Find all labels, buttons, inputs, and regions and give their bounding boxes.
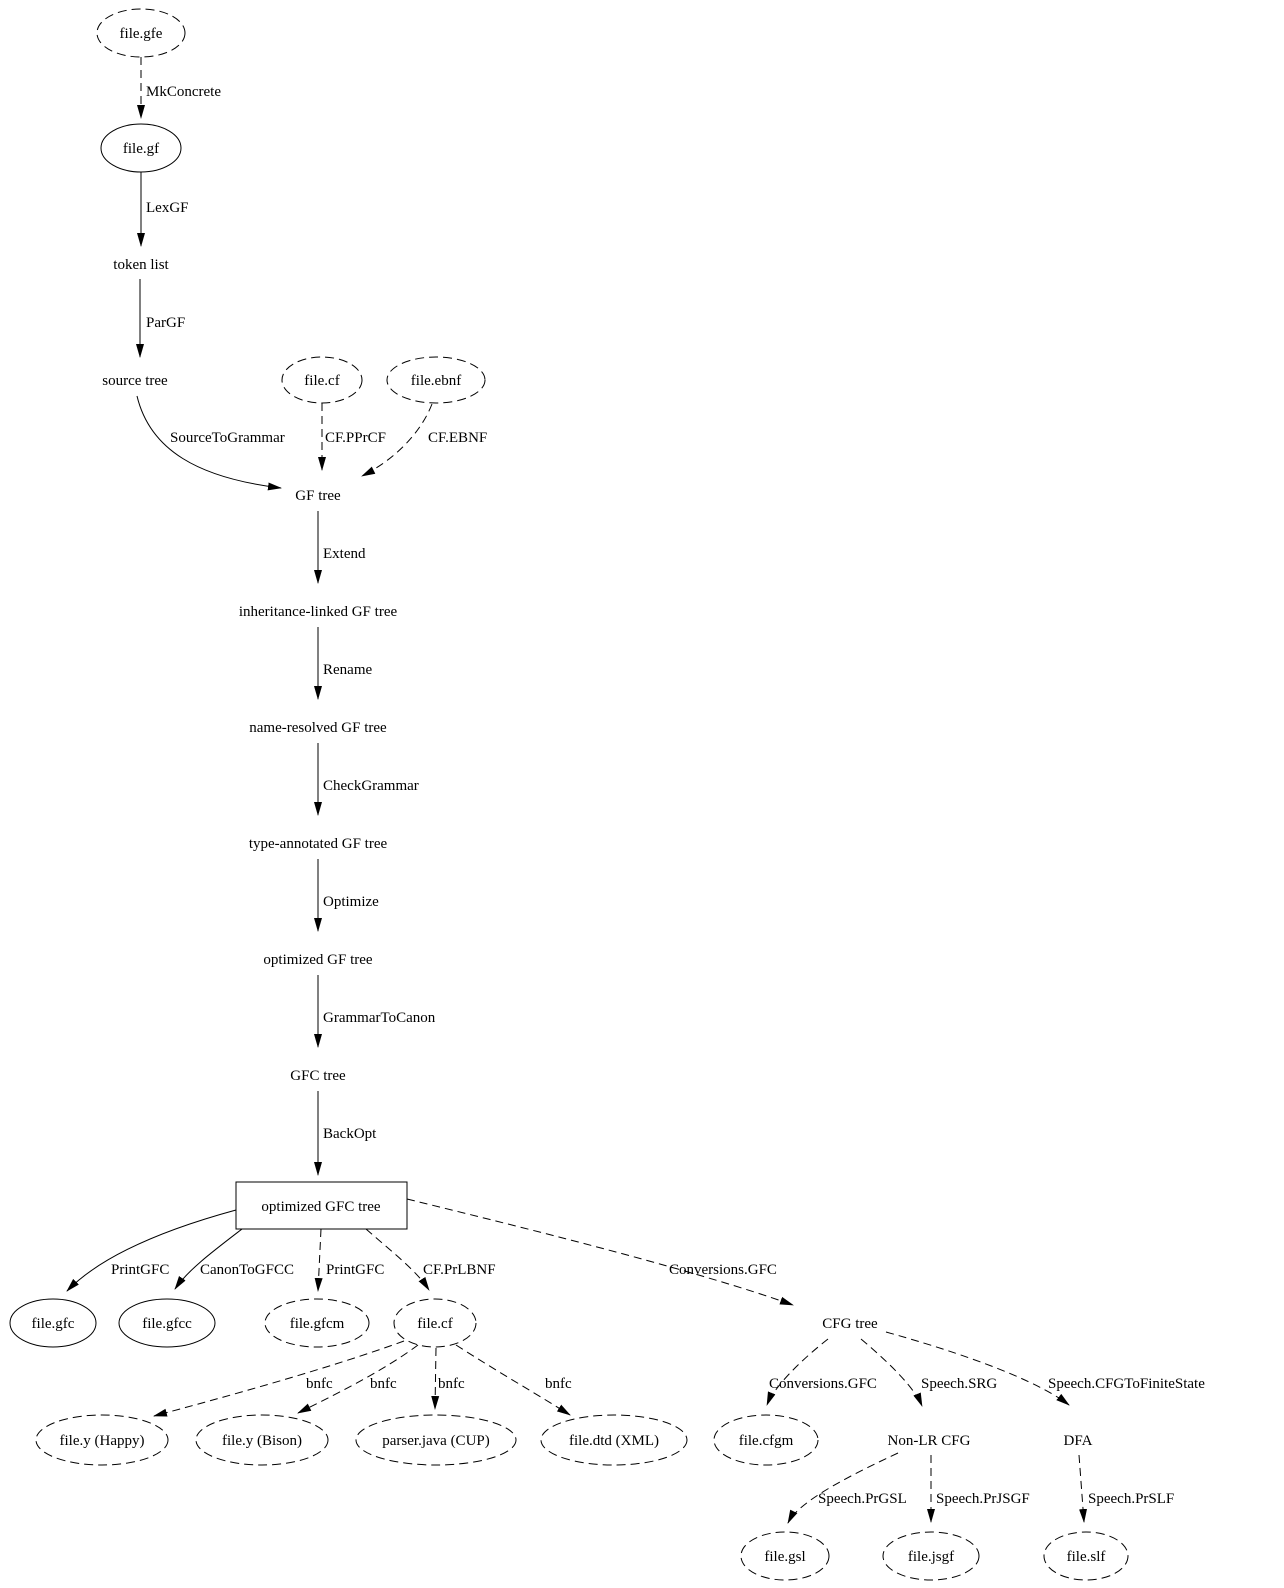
node-shape-file-gfc <box>9 1298 97 1348</box>
node-shape-file-cfgm <box>713 1414 819 1466</box>
node-label-file-gfe: file.gfe <box>120 26 163 42</box>
edge-label-canontogfcc: CanonToGFCC <box>200 1262 294 1278</box>
node-shape-file-slf <box>1043 1531 1129 1581</box>
edge-speechsrg <box>860 1338 923 1407</box>
edge-label-cfprlbnf: CF.PrLBNF <box>423 1262 496 1278</box>
node-label-gfc-tree: GFC tree <box>290 1068 346 1084</box>
node-shape-file-gf <box>100 123 182 173</box>
edge-label-bnfc-bison: bnfc <box>370 1376 397 1392</box>
node-label-file-cf-in: file.cf <box>304 373 339 389</box>
node-shape-file-ebnf <box>386 356 486 404</box>
edge-label-mkconcrete: MkConcrete <box>146 84 221 100</box>
edge-label-cfebnf: CF.EBNF <box>428 430 487 446</box>
node-label-file-gsl: file.gsl <box>764 1549 805 1565</box>
node-label-file-ebnf: file.ebnf <box>411 373 461 389</box>
edge-printgfc1 <box>66 1209 237 1292</box>
node-label-file-y-bison: file.y (Bison) <box>222 1433 302 1449</box>
node-shape-file-gfe <box>96 8 186 58</box>
edge-bnfc-happy <box>153 1340 405 1417</box>
node-labels: file.gfe file.gf token list source tree … <box>32 26 1106 1565</box>
edge-label-bnfc-cup: bnfc <box>438 1376 465 1392</box>
edge-label-speechsrg: Speech.SRG <box>921 1376 997 1392</box>
node-label-file-cf-out: file.cf <box>417 1316 452 1332</box>
node-shape-parser-java <box>355 1414 517 1466</box>
edge-label-cfpprcf: CF.PPrCF <box>325 430 386 446</box>
edge-label-speechprgsl: Speech.PrGSL <box>818 1491 907 1507</box>
node-label-file-dtd: file.dtd (XML) <box>569 1433 659 1449</box>
node-label-file-gfc: file.gfc <box>32 1316 75 1332</box>
node-shape-file-dtd <box>540 1414 688 1466</box>
node-label-opt-gf-tree: optimized GF tree <box>263 952 372 968</box>
edge-label-rename: Rename <box>323 662 372 678</box>
node-shape-opt-gfc-tree <box>235 1181 408 1230</box>
edge-label-printgfc1: PrintGFC <box>111 1262 169 1278</box>
edge-speechprgsl <box>787 1452 899 1524</box>
edge-label-sourcetogrammar: SourceToGrammar <box>170 430 285 446</box>
edge-label-bnfc-xml: bnfc <box>545 1376 572 1392</box>
node-label-file-jsgf: file.jsgf <box>908 1549 954 1565</box>
node-label-file-gf: file.gf <box>123 141 159 157</box>
edge-label-bnfc-happy: bnfc <box>306 1376 333 1392</box>
edge-sourcetogrammar <box>136 395 282 491</box>
node-label-name-gf-tree: name-resolved GF tree <box>249 720 387 736</box>
node-label-file-cfgm: file.cfgm <box>739 1433 794 1449</box>
node-label-file-slf: file.slf <box>1067 1549 1106 1565</box>
node-label-parser-java: parser.java (CUP) <box>382 1433 489 1449</box>
edge-labels: MkConcrete LexGF ParGF SourceToGrammar C… <box>111 84 1205 1507</box>
edge-label-speechprslf: Speech.PrSLF <box>1088 1491 1174 1507</box>
node-shapes <box>9 8 1129 1581</box>
edge-bnfc-cup <box>431 1347 440 1410</box>
node-label-opt-gfc-tree: optimized GFC tree <box>261 1199 380 1215</box>
edge-label-backopt: BackOpt <box>323 1126 377 1142</box>
node-label-non-lr-cfg: Non-LR CFG <box>888 1433 971 1449</box>
node-shape-file-y-happy <box>35 1414 169 1466</box>
edge-cfprlbnf <box>365 1228 430 1291</box>
node-label-dfa: DFA <box>1064 1433 1093 1449</box>
node-label-gf-tree: GF tree <box>295 488 341 504</box>
edge-speechcfgtofs <box>885 1331 1070 1406</box>
node-label-file-gfcc: file.gfcc <box>142 1316 192 1332</box>
edge-bnfc-bison <box>297 1344 419 1414</box>
edge-label-grammartocanon: GrammarToCanon <box>323 1010 436 1026</box>
node-shape-file-jsgf <box>882 1531 980 1581</box>
node-shape-file-cf-out <box>393 1298 477 1348</box>
node-label-file-y-happy: file.y (Happy) <box>60 1433 145 1449</box>
node-label-cfg-tree: CFG tree <box>822 1316 878 1332</box>
edge-conversionsgfc2 <box>766 1338 829 1406</box>
edge-label-conversionsgfc1: Conversions.GFC <box>669 1262 777 1278</box>
edge-canontogfcc <box>174 1228 243 1290</box>
node-label-file-gfcm: file.gfcm <box>290 1316 345 1332</box>
edge-label-printgfc2: PrintGFC <box>326 1262 384 1278</box>
edge-speechprslf <box>1078 1454 1088 1523</box>
edge-label-extend: Extend <box>323 546 366 562</box>
edge-label-checkgrammar: CheckGrammar <box>323 778 419 794</box>
node-shape-file-gfcc <box>118 1298 216 1348</box>
node-label-type-gf-tree: type-annotated GF tree <box>249 836 388 852</box>
edge-label-optimize: Optimize <box>323 894 379 910</box>
edge-label-speechprjsgf: Speech.PrJSGF <box>936 1491 1030 1507</box>
node-label-token-list: token list <box>113 257 169 273</box>
edge-conversionsgfc1 <box>406 1198 794 1306</box>
node-label-source-tree: source tree <box>102 373 168 389</box>
edge-printgfc2 <box>314 1228 323 1292</box>
node-shape-file-gsl <box>740 1531 830 1581</box>
node-shape-file-cf-in <box>281 356 363 404</box>
edge-bnfc-xml <box>455 1344 571 1416</box>
node-shape-file-y-bison <box>195 1414 329 1466</box>
edge-label-speechcfgtofs: Speech.CFGToFiniteState <box>1048 1376 1205 1392</box>
edges <box>66 57 1088 1524</box>
node-shape-file-gfcm <box>264 1298 370 1348</box>
edge-cfebnf <box>361 403 433 477</box>
edge-label-lexgf: LexGF <box>146 200 189 216</box>
node-label-inh-gf-tree: inheritance-linked GF tree <box>239 604 398 620</box>
edge-label-conversionsgfc2: Conversions.GFC <box>769 1376 877 1392</box>
edge-label-pargf: ParGF <box>146 315 185 331</box>
